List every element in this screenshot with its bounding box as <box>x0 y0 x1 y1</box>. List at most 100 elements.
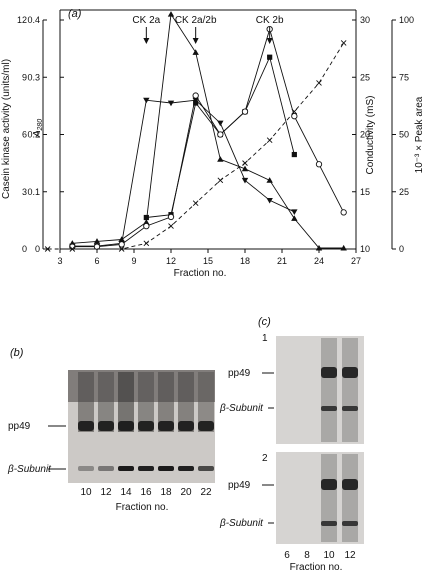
y-right-inner-tick-label: 10 <box>360 244 370 254</box>
chart-panel-a: (a) 3 6 9 12 15 18 21 24 27 0 3 6 9 12 0 0.1 0.2 0.3 0.4 10… <box>1 8 425 279</box>
gel-b-beta-band <box>118 466 134 471</box>
series-cross <box>44 40 347 252</box>
gel-c-beta-band <box>342 521 358 526</box>
beta-label-b: β-Subunit <box>7 464 52 475</box>
gel-b-beta-band <box>178 466 194 471</box>
data-point-inverted-triangle <box>291 209 298 215</box>
data-point-cross <box>192 200 199 207</box>
data-point-circle <box>241 108 249 115</box>
data-point-cross <box>168 223 174 229</box>
y-right-outer-label: 10⁻³ × Peak area <box>414 96 425 173</box>
y-right-inner-label: Conductivity (mS) <box>365 96 376 175</box>
data-point-circle <box>291 113 298 120</box>
data-point-inverted-triangle <box>266 197 273 204</box>
data-point-square <box>291 151 297 158</box>
peak-arrow-head <box>143 38 150 44</box>
series-line-cross <box>47 42 345 250</box>
gel-c1-number: 1 <box>262 333 268 344</box>
data-point-square <box>143 214 149 221</box>
panel-b-label: (b) <box>10 347 24 359</box>
gel-b-pp49-band <box>78 421 94 431</box>
gel-b-pp49-band <box>158 421 174 431</box>
data-point-square <box>193 100 199 106</box>
y-left-outer-tick-label: 3 <box>22 187 27 197</box>
data-point-circle <box>118 241 125 248</box>
data-point-cross <box>69 246 76 252</box>
gel-b-lane-label: 20 <box>180 487 192 498</box>
beta-label-c2: β-Subunit <box>219 518 264 529</box>
x-tick-label: 3 <box>57 256 62 266</box>
peak-arrow-head <box>192 38 199 44</box>
y-left-outer-tick-label: 9 <box>22 72 27 82</box>
series-line-open-circle <box>72 27 345 248</box>
series-open-circle <box>69 26 347 250</box>
pp49-label-c2: pp49 <box>228 480 251 491</box>
data-point-cross <box>217 177 224 184</box>
x-tick-label: 9 <box>131 256 136 266</box>
data-point-square <box>267 54 273 60</box>
gel-b-lane-smear <box>98 372 114 402</box>
beta-label-c1: β-Subunit <box>219 403 264 414</box>
peak-label: CK 2b <box>256 15 284 26</box>
data-point-triangle <box>167 11 175 17</box>
data-point-triangle <box>192 49 199 55</box>
gel-c-pp49-band <box>342 367 358 378</box>
y-left-inner-label: A280 <box>32 119 44 138</box>
y-right-outer-tick-label: 100 <box>399 15 414 25</box>
gel-b-lane-label: 16 <box>140 487 152 498</box>
gel-c-lane-label: 6 <box>284 550 290 561</box>
gel-b-lane-smear <box>158 372 174 402</box>
gel-panel-b: (b) pp49 β-Subunit 10 12 14 16 18 20 22 Fracti… <box>7 347 215 513</box>
gel-b-lane-smear <box>118 372 134 402</box>
data-point-circle <box>192 92 199 99</box>
gel-b-lane-label: 10 <box>80 487 92 498</box>
data-point-circle <box>315 161 323 168</box>
panel-c-label: (c) <box>258 316 271 328</box>
y-left-outer-tick-label: 0 <box>22 244 27 254</box>
y-right-outer-tick-label: 0 <box>399 244 404 254</box>
data-point-inverted-triangle <box>241 177 249 184</box>
peak-label: CK 2a/2b <box>175 15 217 26</box>
y-right-outer-tick-label: 75 <box>399 72 409 82</box>
data-point-cross <box>118 246 125 252</box>
data-point-triangle <box>315 244 323 251</box>
data-point-inverted-triangle <box>167 100 175 107</box>
x-tick-label: 27 <box>351 256 361 266</box>
data-point-triangle <box>291 215 298 221</box>
y-right-inner-tick-label: 15 <box>360 187 370 197</box>
gel-b-top-smear <box>68 370 215 402</box>
x-tick-label: 18 <box>240 256 250 266</box>
gel-b-lane-label: 14 <box>120 487 132 498</box>
gel-c-pp49-band <box>321 479 337 490</box>
gel-b-beta-band <box>98 466 114 471</box>
pp49-label-b: pp49 <box>8 421 31 432</box>
peak-arrow-head <box>266 38 273 44</box>
gel-b-beta-band <box>138 466 154 471</box>
x-tick-label: 21 <box>277 256 287 266</box>
gel-b-beta-band <box>78 466 94 471</box>
gel-b-beta-band <box>198 466 214 471</box>
gel-b-pp49-band <box>138 421 154 431</box>
data-point-circle <box>217 131 224 138</box>
x-tick-label: 24 <box>314 256 324 266</box>
gel-panel-c: (c) 1 2 pp49 β-Subunit pp49 β-Subunit 6 8… <box>219 316 364 573</box>
gel-b-pp49-band <box>178 421 194 431</box>
series-line-triangle <box>72 13 344 249</box>
gel-c-lane-smear <box>342 454 358 542</box>
gel-b-pp49-band <box>198 421 214 431</box>
data-point-circle <box>143 222 150 230</box>
gel-c1-background <box>276 336 364 444</box>
gel-c-lane-label: 8 <box>304 550 310 561</box>
y-left-inner-tick-label: 0 <box>35 244 40 254</box>
y-left-outer-label: Casein kinase activity (units/ml) <box>1 59 12 199</box>
data-point-cross <box>291 108 298 115</box>
y-right-inner-tick-label: 25 <box>360 72 370 82</box>
gel-b-lane-smear <box>178 372 194 402</box>
gel-b-pp49-band <box>118 421 134 431</box>
gel-c-pp49-band <box>342 479 358 490</box>
series-line-inverted-triangle <box>72 99 295 247</box>
gel-c-beta-band <box>321 521 337 526</box>
y-right-outer-tick-label: 50 <box>399 130 409 140</box>
gel-c-lane-label: 12 <box>344 550 356 561</box>
